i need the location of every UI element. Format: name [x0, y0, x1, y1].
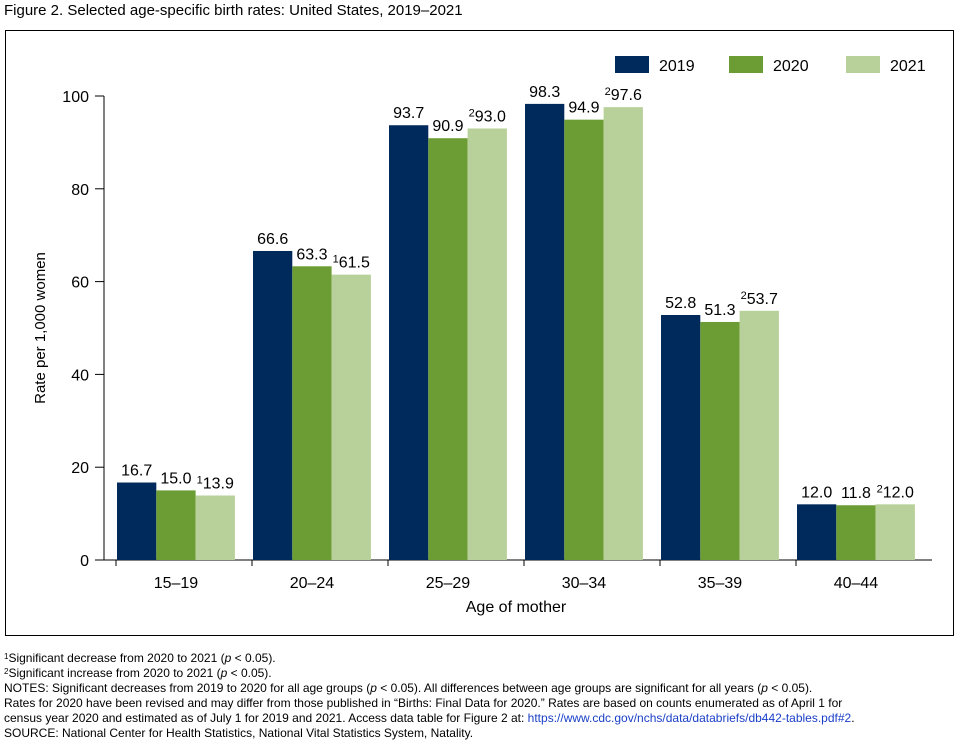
y-tick-label: 100 — [62, 89, 89, 106]
bar-2021-20–24 — [331, 274, 371, 560]
bar-2019-35–39 — [661, 315, 701, 560]
bar-2020-15–19 — [156, 490, 196, 560]
value-label: 93.7 — [393, 105, 424, 122]
legend-label-2020: 2020 — [773, 58, 809, 75]
value-label: 51.3 — [704, 302, 735, 319]
bar-chart: 0 20 40 60 80 100 Rate per 1,000 women 15–19 20–… — [32, 56, 932, 616]
bar-2020-25–29 — [428, 138, 468, 560]
bar-2021-40–44 — [875, 504, 915, 560]
value-label: 161.5 — [333, 254, 370, 272]
data-table-link[interactable]: https://www.cdc.gov/nchs/data/databriefs… — [527, 711, 852, 726]
notes-line-2: Rates for 2020 have been revised and may… — [4, 696, 843, 711]
significance-marker: 2 — [605, 86, 611, 98]
significance-marker: 1 — [197, 475, 203, 487]
figure-title: Figure 2. Selected age-specific birth ra… — [4, 2, 463, 19]
x-tick-label: 35–39 — [698, 575, 743, 592]
value-label: 16.7 — [121, 463, 152, 480]
bar-2019-25–29 — [389, 125, 429, 561]
x-axis-label: Age of mother — [466, 599, 567, 616]
bar-2020-40–44 — [836, 505, 876, 560]
notes-line-1: NOTES: Significant decreases from 2019 t… — [4, 681, 813, 696]
x-tick-label: 20–24 — [290, 575, 335, 592]
value-label: 15.0 — [160, 470, 191, 487]
value-label: 90.9 — [432, 118, 463, 135]
y-tick-label: 0 — [80, 553, 89, 570]
bar-2019-30–34 — [525, 103, 565, 560]
y-tick-label: 20 — [71, 460, 89, 477]
significance-marker: 2 — [877, 483, 883, 495]
value-label: 94.9 — [568, 100, 599, 117]
source-line: SOURCE: National Center for Health Stati… — [4, 726, 474, 741]
legend-label-2019: 2019 — [659, 58, 695, 75]
chart-bars — [117, 103, 915, 561]
value-label: 212.0 — [877, 483, 914, 501]
bar-2021-25–29 — [467, 128, 507, 560]
notes-line-3: census year 2020 and estimated as of Jul… — [4, 711, 855, 726]
value-label: 113.9 — [197, 475, 234, 493]
footnote-1: 1Significant decrease from 2020 to 2021 … — [4, 651, 276, 665]
value-label: 66.6 — [257, 231, 288, 248]
legend-swatch-2019 — [615, 56, 649, 73]
figure-notes: 1Significant decrease from 2020 to 2021 … — [4, 651, 956, 742]
chart-legend: 2019 2020 2021 — [615, 56, 926, 75]
value-label: 12.0 — [801, 484, 832, 501]
value-label: 52.8 — [665, 295, 696, 312]
legend-swatch-2021 — [846, 56, 880, 73]
value-label: 293.0 — [469, 107, 506, 125]
x-tick-label: 15–19 — [154, 575, 199, 592]
bar-2019-15–19 — [117, 482, 157, 560]
bar-2021-30–34 — [603, 107, 643, 561]
value-label: 98.3 — [529, 84, 560, 101]
x-tick-label: 30–34 — [562, 575, 607, 592]
y-axis-label: Rate per 1,000 women — [32, 252, 49, 404]
value-label: 63.3 — [296, 246, 327, 263]
value-label: 253.7 — [741, 290, 778, 308]
bar-2019-40–44 — [797, 504, 837, 560]
bar-2021-15–19 — [195, 495, 235, 560]
chart-axes: 0 20 40 60 80 100 Rate per 1,000 women 15–19 20–… — [32, 89, 932, 616]
chart-frame: 0 20 40 60 80 100 Rate per 1,000 women 15–19 20–… — [5, 30, 954, 636]
chart-value-labels: 16.7 66.6 93.7 98.3 52.8 12.0 15.0 63.3 90.9 94.9… — [121, 84, 914, 502]
x-tick-label: 40–44 — [834, 575, 879, 592]
legend-label-2021: 2021 — [890, 58, 926, 75]
bar-2020-35–39 — [700, 321, 740, 560]
value-label: 11.8 — [841, 485, 871, 502]
bar-2019-20–24 — [253, 250, 293, 560]
footnote-2: 2Significant increase from 2020 to 2021 … — [4, 666, 272, 681]
bar-2021-35–39 — [739, 310, 779, 560]
y-tick-label: 60 — [71, 275, 89, 292]
bar-2020-20–24 — [292, 266, 332, 560]
x-tick-label: 25–29 — [426, 575, 471, 592]
bar-2020-30–34 — [564, 119, 604, 560]
significance-marker: 1 — [333, 254, 339, 266]
significance-marker: 2 — [469, 107, 475, 119]
value-label: 297.6 — [605, 86, 642, 104]
y-tick-label: 80 — [71, 182, 89, 199]
legend-swatch-2020 — [729, 56, 763, 73]
significance-marker: 2 — [741, 290, 747, 302]
y-tick-label: 40 — [71, 367, 89, 384]
